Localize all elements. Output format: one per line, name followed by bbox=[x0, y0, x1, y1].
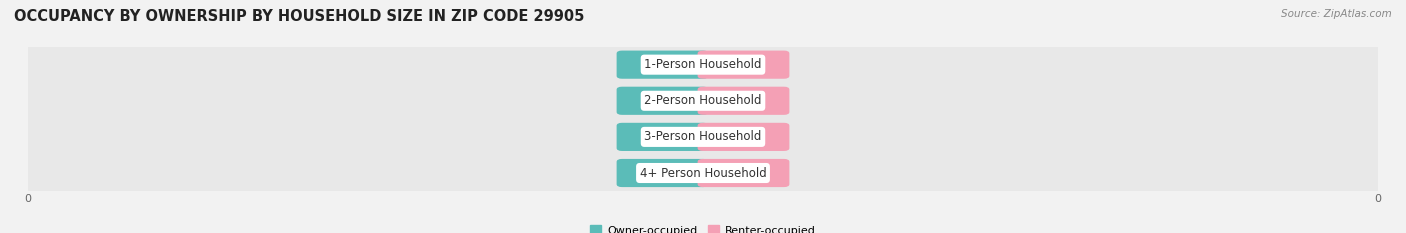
Text: 0: 0 bbox=[740, 168, 747, 178]
FancyBboxPatch shape bbox=[697, 51, 789, 79]
FancyBboxPatch shape bbox=[617, 123, 709, 151]
Text: 0: 0 bbox=[659, 96, 666, 106]
FancyBboxPatch shape bbox=[18, 116, 1388, 158]
Text: 3-Person Household: 3-Person Household bbox=[644, 130, 762, 143]
Text: 0: 0 bbox=[659, 60, 666, 70]
Text: 4+ Person Household: 4+ Person Household bbox=[640, 167, 766, 179]
Text: 0: 0 bbox=[659, 168, 666, 178]
Text: 2-Person Household: 2-Person Household bbox=[644, 94, 762, 107]
FancyBboxPatch shape bbox=[18, 152, 1388, 194]
Text: 1-Person Household: 1-Person Household bbox=[644, 58, 762, 71]
Text: 0: 0 bbox=[659, 132, 666, 142]
FancyBboxPatch shape bbox=[697, 123, 789, 151]
FancyBboxPatch shape bbox=[617, 159, 709, 187]
Text: OCCUPANCY BY OWNERSHIP BY HOUSEHOLD SIZE IN ZIP CODE 29905: OCCUPANCY BY OWNERSHIP BY HOUSEHOLD SIZE… bbox=[14, 9, 585, 24]
FancyBboxPatch shape bbox=[697, 87, 789, 115]
Text: 0: 0 bbox=[740, 96, 747, 106]
FancyBboxPatch shape bbox=[617, 51, 709, 79]
Text: 0: 0 bbox=[740, 60, 747, 70]
Legend: Owner-occupied, Renter-occupied: Owner-occupied, Renter-occupied bbox=[586, 221, 820, 233]
FancyBboxPatch shape bbox=[617, 87, 709, 115]
FancyBboxPatch shape bbox=[697, 159, 789, 187]
FancyBboxPatch shape bbox=[18, 80, 1388, 122]
FancyBboxPatch shape bbox=[18, 44, 1388, 86]
Text: 0: 0 bbox=[740, 132, 747, 142]
Text: Source: ZipAtlas.com: Source: ZipAtlas.com bbox=[1281, 9, 1392, 19]
